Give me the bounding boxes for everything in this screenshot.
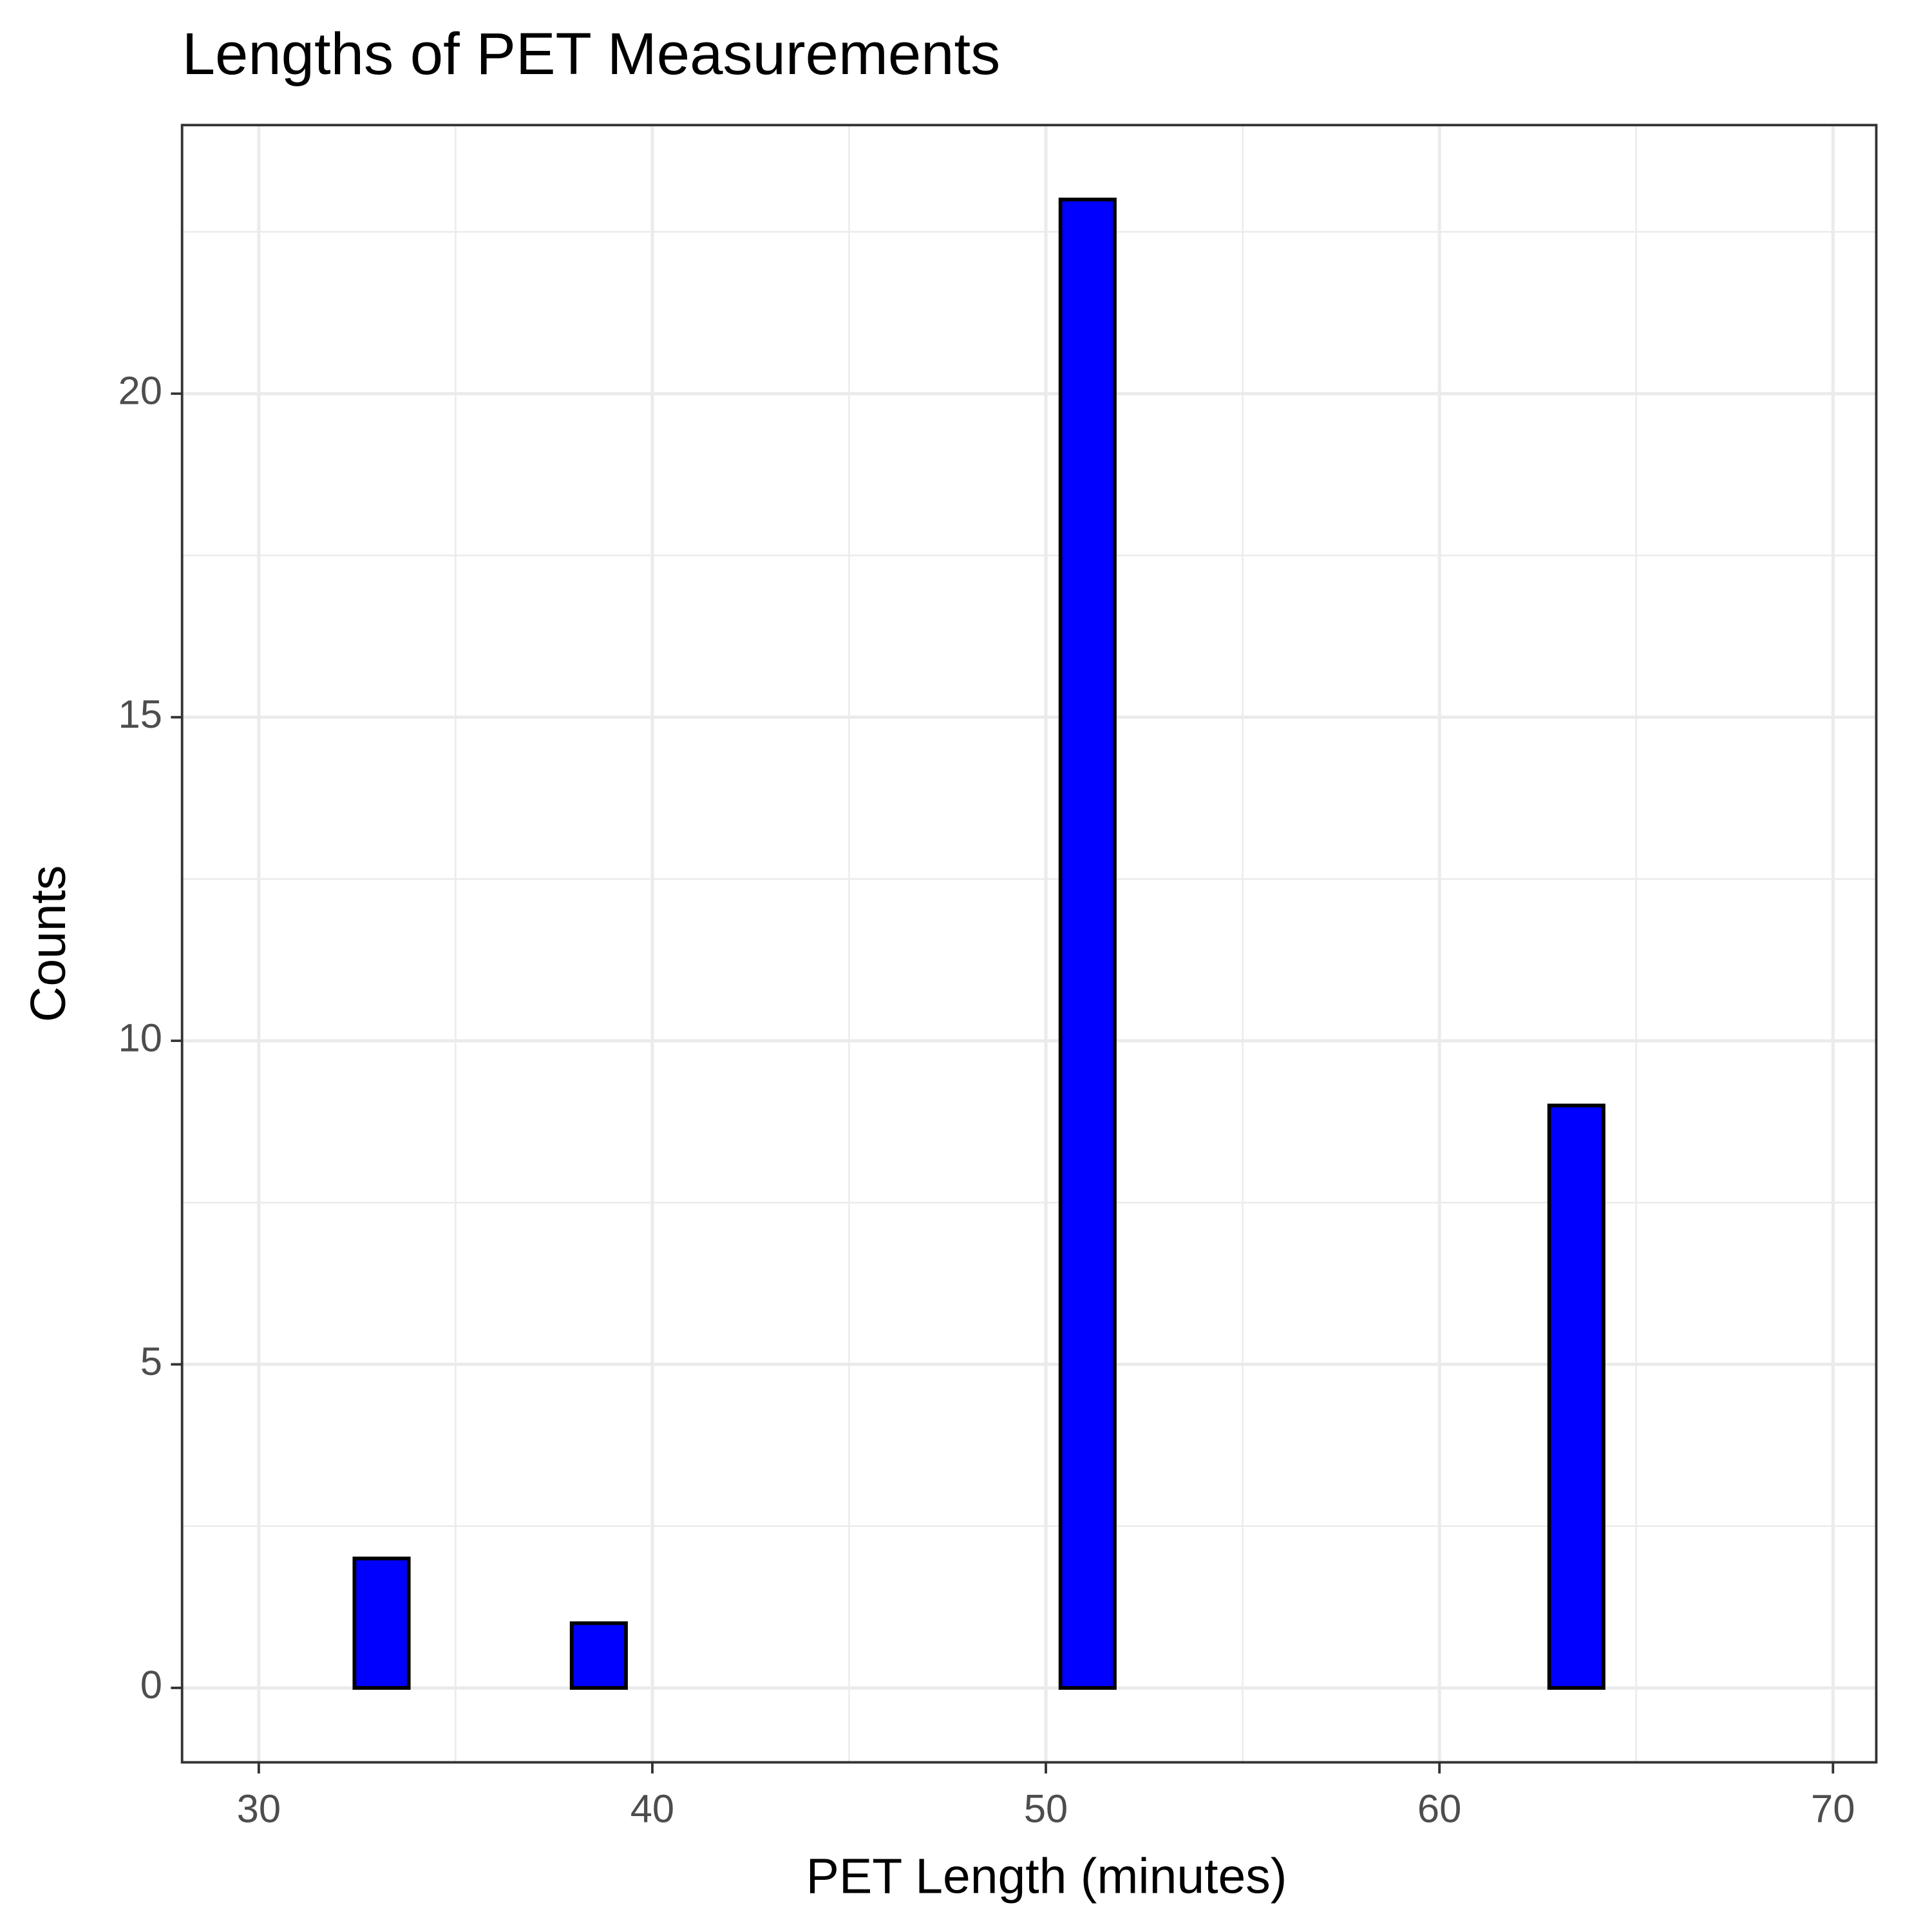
chart-title: Lengths of PET Measurements <box>182 20 1001 87</box>
x-tick-label: 70 <box>1811 1787 1855 1832</box>
histogram-bar <box>352 1557 411 1690</box>
x-tick-label: 50 <box>1024 1787 1068 1832</box>
y-tick-label: 0 <box>140 1663 162 1707</box>
y-tick-label: 10 <box>118 1016 162 1060</box>
histogram-bar <box>1058 197 1117 1690</box>
histogram-bar <box>1547 1103 1605 1690</box>
y-tick-label: 5 <box>140 1340 162 1384</box>
panel-border <box>180 124 1878 1764</box>
x-tick-label: 60 <box>1417 1787 1461 1832</box>
y-axis-label: Counts <box>21 866 76 1023</box>
x-tick-label: 40 <box>630 1787 674 1832</box>
x-tick-label: 30 <box>237 1787 281 1832</box>
y-tick-label: 15 <box>118 692 162 737</box>
x-axis-label: PET Length (minutes) <box>806 1849 1287 1904</box>
y-tick-label: 20 <box>118 368 162 413</box>
histogram-bar <box>569 1621 628 1690</box>
